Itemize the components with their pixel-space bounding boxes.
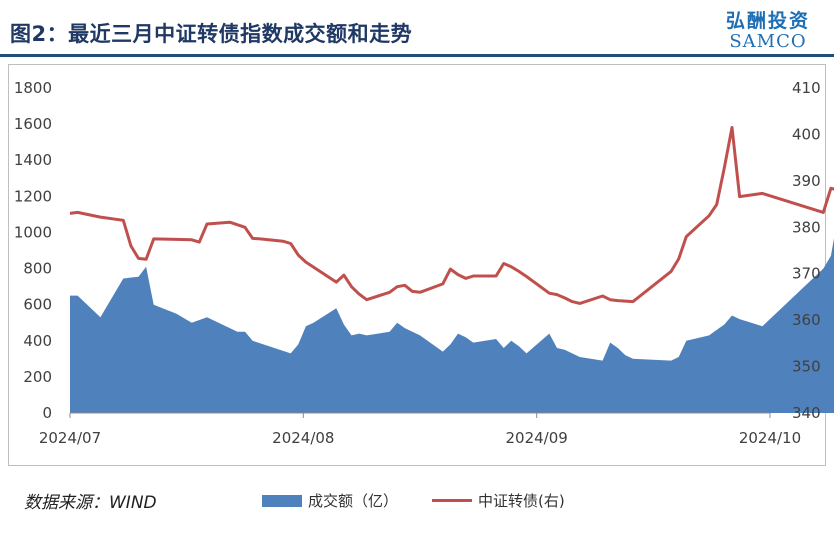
title-divider [0,54,834,57]
y-right-tick-label: 340 [792,404,821,422]
legend-line-swatch [432,499,473,502]
y-right-tick-label: 410 [792,79,821,97]
logo-en-text: SAMCO [729,31,807,52]
y-left-tick-label: 400 [23,332,52,350]
logo-cn-text: 弘酬投资 [725,10,810,32]
y-right-tick-label: 380 [792,218,821,236]
y-left-tick-label: 600 [23,296,52,314]
volume-area [70,238,834,413]
source-note: 数据来源：WIND [24,493,157,513]
brand-logo: 弘酬投资 SAMCO [726,6,810,52]
x-tick-label: 2024/08 [272,429,334,447]
x-tick-label: 2024/09 [506,429,568,447]
index-line [69,126,834,305]
x-tick-label: 2024/10 [739,429,801,447]
y-left-tick-label: 1000 [14,223,52,241]
legend-area-swatch [262,494,302,507]
legend-label-volume: 成交额（亿） [308,492,399,510]
chart-title: 图2：最近三月中证转债指数成交额和走势 [10,22,413,46]
y-left-tick-label: 800 [23,260,52,278]
y-left-tick-label: 1600 [14,115,52,133]
y-left-tick-label: 1400 [14,151,52,169]
y-right-tick-label: 370 [792,265,821,283]
y-right-tick-label: 350 [792,358,821,376]
y-left-tick-label: 1800 [14,79,52,97]
y-right-tick-label: 390 [792,172,821,190]
chart-legend: 成交额（亿） 中证转债(右) [262,490,565,511]
y-left-tick-label: 1200 [14,187,52,205]
y-right-tick-label: 360 [792,311,821,329]
x-tick-label: 2024/07 [39,429,101,447]
legend-label-index: 中证转债(右) [478,492,565,510]
y-left-tick-label: 0 [42,404,52,422]
y-left-tick-label: 200 [23,368,52,386]
y-right-tick-label: 400 [792,125,821,143]
